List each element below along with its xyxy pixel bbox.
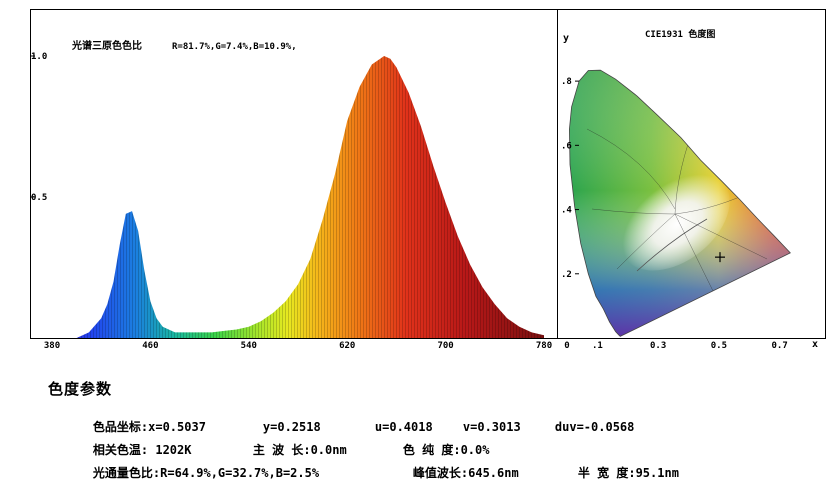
spectrum-area-stripes — [52, 56, 544, 338]
cie-y-tick-label: .8 — [561, 77, 572, 87]
param-purity: 色 纯 度:0.0% — [402, 443, 490, 457]
param-dominant-wavelength: 主 波 长:0.0nm — [252, 443, 347, 457]
cie-title: CIE1931 色度图 — [645, 28, 715, 40]
chromaticity-parameters: 色度参数 色品坐标:x=0.5037 y=0.2518 u=0.4018 v=0.30… — [0, 372, 840, 480]
spectrum-chart: 1.0 0.5 380 460 540 620 700 780 光谱三原色色比 R=81.7… — [30, 9, 558, 351]
cie-x-tick-label: 0 — [564, 341, 569, 351]
param-u: u=0.4018 — [374, 420, 433, 434]
param-v: v=0.3013 — [462, 420, 521, 434]
spectrum-x-tick-label: 460 — [142, 341, 158, 351]
spectrum-x-tick-label: 380 — [44, 341, 60, 351]
cie-locus-outline — [568, 69, 791, 337]
cie-y-ticks: .8 .6 .4 .2 — [561, 77, 579, 280]
param-peak-wavelength: 峰值波长:645.6nm — [412, 466, 519, 480]
param-chroma-x: 色品坐标:x=0.5037 — [92, 420, 206, 434]
cie-y-tick-label: .2 — [561, 270, 572, 280]
param-line-cct: 相关色温: 1202K 主 波 长:0.0nm 色 纯 度:0.0% — [64, 427, 490, 472]
param-half-width: 半 宽 度:95.1nm — [577, 466, 679, 480]
spectrum-title: 光谱三原色色比 — [71, 39, 142, 52]
cie-x-tick-label: 0.3 — [650, 341, 666, 351]
cie-white-region — [620, 171, 730, 271]
cie-region-lines — [586, 118, 768, 300]
cie-x-ticks: 0 .1 0.3 0.5 0.7 — [564, 341, 787, 351]
param-flux-ratio: 光通量色比:R=64.9%,G=32.7%,B=2.5% — [92, 466, 320, 480]
spectrum-x-tick-label: 780 — [536, 341, 552, 351]
params-heading: 色度参数 — [48, 380, 113, 398]
cie-x-tick-label: 0.5 — [711, 341, 727, 351]
cie-point-marker — [714, 252, 725, 263]
cie-y-tick-label: .4 — [561, 206, 572, 216]
param-chroma-y: y=0.2518 — [262, 420, 321, 434]
spectrum-y-tick-label: 0.5 — [31, 193, 47, 203]
cie-chart: CIE1931 色度图 y x .8 .6 .4 .2 0 .1 0.3 0.5 0.7 — [557, 9, 826, 351]
cie-x-tick-label: 0.7 — [771, 341, 787, 351]
cie-points — [714, 252, 725, 263]
spectrum-x-ticks: 380 460 540 620 700 780 — [44, 341, 552, 351]
spectrum-x-tick-label: 620 — [339, 341, 355, 351]
spectrum-x-tick-label: 540 — [241, 341, 257, 351]
param-line-flux: 光通量色比:R=64.9%,G=32.7%,B=2.5% 峰值波长:645.6nm… — [64, 450, 679, 495]
cie-x-axis-label: x — [812, 339, 818, 350]
param-line-chromaticity: 色品坐标:x=0.5037 y=0.2518 u=0.4018 v=0.3013 duv… — [64, 404, 634, 449]
cie-y-axis-label: y — [563, 33, 569, 44]
spectrum-y-ticks: 1.0 0.5 — [30, 52, 47, 203]
param-cct: 相关色温: 1202K — [92, 443, 192, 457]
cie-y-tick-label: .6 — [561, 141, 572, 151]
cie-x-tick-label: .1 — [592, 341, 603, 351]
cie-planckian-locus — [636, 218, 708, 272]
spectrum-x-tick-label: 700 — [437, 341, 453, 351]
spectrum-y-tick-label: 1.0 — [31, 52, 47, 62]
spectrum-subtitle: R=81.7%,G=7.4%,B=10.9%, — [172, 42, 297, 52]
param-duv: duv=-0.0568 — [554, 420, 635, 434]
